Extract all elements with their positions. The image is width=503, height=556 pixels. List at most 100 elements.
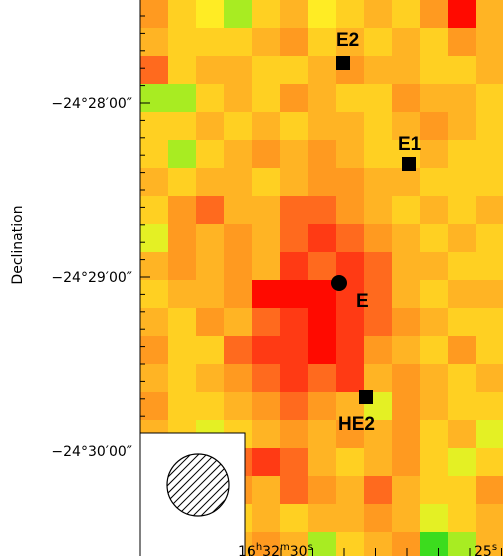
pixel bbox=[252, 168, 281, 197]
pixel bbox=[140, 0, 169, 29]
source-marker bbox=[336, 56, 350, 70]
pixel bbox=[476, 504, 503, 533]
pixel bbox=[476, 56, 503, 85]
pixel bbox=[224, 252, 253, 281]
pixel bbox=[476, 28, 503, 57]
pixel bbox=[336, 420, 365, 449]
pixel bbox=[336, 364, 365, 393]
pixel bbox=[280, 140, 309, 169]
pixel bbox=[448, 56, 477, 85]
pixel bbox=[476, 364, 503, 393]
pixel bbox=[196, 0, 225, 29]
hatch-line bbox=[191, 454, 229, 516]
pixel bbox=[168, 84, 197, 113]
pixel bbox=[168, 252, 197, 281]
pixel bbox=[448, 84, 477, 113]
pixel bbox=[448, 0, 477, 29]
x-tick-label-part: s bbox=[308, 542, 313, 553]
x-tick-label-part: 30 bbox=[290, 544, 308, 556]
pixel bbox=[448, 448, 477, 477]
pixel bbox=[420, 196, 449, 225]
pixel bbox=[476, 392, 503, 421]
pixel bbox=[392, 364, 421, 393]
pixel bbox=[252, 448, 281, 477]
pixel bbox=[196, 168, 225, 197]
pixel bbox=[448, 280, 477, 309]
pixel bbox=[336, 196, 365, 225]
pixel bbox=[420, 280, 449, 309]
pixel bbox=[252, 140, 281, 169]
pixel bbox=[392, 308, 421, 337]
pixel bbox=[420, 168, 449, 197]
pixel bbox=[392, 28, 421, 57]
pixel bbox=[392, 84, 421, 113]
pixel bbox=[476, 84, 503, 113]
pixel bbox=[476, 448, 503, 477]
pixel bbox=[392, 448, 421, 477]
beam bbox=[166, 453, 230, 517]
pixel bbox=[392, 224, 421, 253]
pixel bbox=[476, 280, 503, 309]
pixel bbox=[196, 392, 225, 421]
pixel bbox=[420, 448, 449, 477]
source-marker bbox=[359, 390, 373, 404]
pixel bbox=[336, 476, 365, 505]
pixel bbox=[140, 112, 169, 141]
pixel bbox=[336, 112, 365, 141]
pixel bbox=[168, 392, 197, 421]
pixel bbox=[308, 420, 337, 449]
pixel bbox=[392, 0, 421, 29]
pixel bbox=[308, 392, 337, 421]
pixel bbox=[224, 168, 253, 197]
pixel bbox=[476, 112, 503, 141]
pixel bbox=[420, 28, 449, 57]
x-tick-label-part: 25 bbox=[474, 544, 492, 556]
pixel bbox=[448, 364, 477, 393]
pixel bbox=[140, 140, 169, 169]
pixel bbox=[168, 364, 197, 393]
pixel bbox=[224, 392, 253, 421]
pixel bbox=[252, 420, 281, 449]
pixel bbox=[308, 140, 337, 169]
pixel bbox=[196, 280, 225, 309]
pixel bbox=[280, 420, 309, 449]
pixel bbox=[280, 392, 309, 421]
pixel bbox=[392, 56, 421, 85]
pixel bbox=[280, 112, 309, 141]
pixel bbox=[168, 0, 197, 29]
pixel bbox=[252, 308, 281, 337]
pixel bbox=[196, 28, 225, 57]
pixel bbox=[392, 392, 421, 421]
pixel bbox=[476, 252, 503, 281]
pixel bbox=[364, 420, 393, 449]
pixel bbox=[280, 56, 309, 85]
pixel bbox=[308, 308, 337, 337]
pixel bbox=[252, 28, 281, 57]
y-axis-label: Declination bbox=[10, 205, 26, 284]
pixel bbox=[364, 140, 393, 169]
pixel bbox=[448, 168, 477, 197]
pixel bbox=[336, 336, 365, 365]
pixel bbox=[448, 28, 477, 57]
hatch-line bbox=[167, 454, 209, 516]
pixel bbox=[364, 112, 393, 141]
pixel bbox=[364, 532, 393, 556]
pixel bbox=[420, 504, 449, 533]
pixel bbox=[252, 252, 281, 281]
pixel bbox=[308, 336, 337, 365]
pixel bbox=[140, 308, 169, 337]
pixel bbox=[364, 0, 393, 29]
y-tick-label: −24°29′00″ bbox=[51, 270, 132, 286]
pixel bbox=[252, 0, 281, 29]
pixel bbox=[280, 532, 309, 556]
x-tick-label-part: 16 bbox=[238, 544, 256, 556]
pixel bbox=[168, 196, 197, 225]
pixel bbox=[476, 140, 503, 169]
pixel bbox=[308, 364, 337, 393]
pixel bbox=[392, 168, 421, 197]
pixel bbox=[224, 336, 253, 365]
pixel bbox=[420, 336, 449, 365]
pixel bbox=[196, 56, 225, 85]
pixel bbox=[448, 224, 477, 253]
